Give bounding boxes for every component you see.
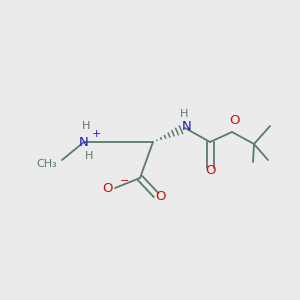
Text: N: N bbox=[182, 119, 192, 133]
Text: H: H bbox=[82, 121, 90, 131]
Text: N: N bbox=[79, 136, 89, 148]
Text: O: O bbox=[229, 113, 239, 127]
Text: −: − bbox=[120, 176, 130, 186]
Text: O: O bbox=[103, 182, 113, 194]
Text: O: O bbox=[205, 164, 215, 176]
Text: H: H bbox=[85, 151, 93, 161]
Text: +: + bbox=[91, 129, 101, 139]
Text: O: O bbox=[155, 190, 165, 203]
Text: CH₃: CH₃ bbox=[36, 159, 57, 169]
Text: H: H bbox=[180, 109, 188, 119]
